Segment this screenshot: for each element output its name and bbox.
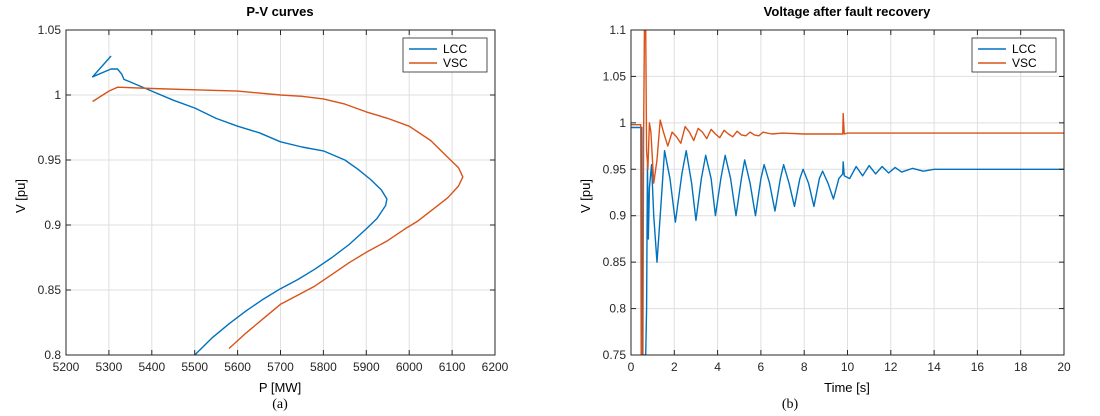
chart-b-xtick-label: 6 <box>758 360 765 374</box>
chart-b-ytick-label: 1.1 <box>609 23 626 37</box>
chart-voltage-after-fault: Voltage after fault recovery Time [s] V … <box>578 4 1071 412</box>
chart-a-ytick-label: 0.85 <box>38 283 62 297</box>
chart-a-ytick-label: 0.8 <box>44 348 61 362</box>
chart-b-xtick-label: 20 <box>1057 360 1071 374</box>
chart-b-ylabel: V [pu] <box>578 179 593 213</box>
chart-b-title: Voltage after fault recovery <box>764 4 931 19</box>
chart-b-xtick-label: 18 <box>1014 360 1028 374</box>
chart-a-series-vsc-line <box>92 86 464 350</box>
chart-b-xlabel: Time [s] <box>824 380 870 395</box>
chart-a-title: P-V curves <box>246 4 313 19</box>
chart-a-xtick-label: 5400 <box>138 360 165 374</box>
chart-a-ytick-label: 1.05 <box>38 23 62 37</box>
chart-a-legend <box>402 37 488 73</box>
chart-b-legend-label-lcc: LCC <box>1012 42 1036 56</box>
chart-b-ytick-label: 0.9 <box>609 209 626 223</box>
chart-b-series-vsc-line <box>631 30 1064 355</box>
chart-b-xtick-label: 16 <box>971 360 985 374</box>
chart-b-legend <box>971 37 1057 73</box>
chart-a-xtick-label: 6200 <box>482 360 509 374</box>
chart-a-xtick-label: 5500 <box>181 360 208 374</box>
chart-b-ytick-label: 0.8 <box>609 302 626 316</box>
chart-b-legend-label-vsc: VSC <box>1012 56 1037 70</box>
chart-pv-curves: P-V curves P [MW] V [pu] (a) 5200 5300 540… <box>13 4 509 412</box>
chart-a-xtick-label: 5600 <box>224 360 251 374</box>
chart-a-xtick-label: 6000 <box>396 360 423 374</box>
chart-a-xtick-label: 5300 <box>96 360 123 374</box>
chart-a-xtick-label: 5700 <box>267 360 294 374</box>
chart-b-caption: (b) <box>782 397 799 412</box>
chart-a-ytick-label: 0.95 <box>38 153 62 167</box>
chart-a-ytick-label: 1 <box>54 88 61 102</box>
chart-a-xtick-label: 5900 <box>353 360 380 374</box>
chart-b-xtick-label: 10 <box>841 360 855 374</box>
chart-b-xtick-label: 8 <box>801 360 808 374</box>
chart-a-legend-label-lcc: LCC <box>443 42 467 56</box>
chart-b-ytick-label: 1.05 <box>603 69 627 83</box>
chart-b-xtick-label: 14 <box>927 360 941 374</box>
chart-a-legend-label-vsc: VSC <box>443 56 468 70</box>
chart-a-xtick-label: 6100 <box>439 360 466 374</box>
chart-b-ytick-label: 1 <box>619 116 626 130</box>
chart-b-xtick-label: 12 <box>884 360 898 374</box>
chart-a-xtick-label: 5200 <box>53 360 80 374</box>
chart-b-xtick-label: 4 <box>714 360 721 374</box>
chart-a-series-lcc-line <box>91 55 388 355</box>
chart-a-ytick-label: 0.9 <box>44 218 61 232</box>
chart-b-series-lcc-line <box>631 126 1064 355</box>
chart-a-caption: (a) <box>272 397 288 412</box>
chart-b-ytick-label: 0.95 <box>603 162 627 176</box>
chart-a-xlabel: P [MW] <box>259 380 301 395</box>
chart-a-ylabel: V [pu] <box>13 179 28 213</box>
chart-a-xtick-label: 5800 <box>310 360 337 374</box>
chart-b-ytick-label: 0.85 <box>603 255 627 269</box>
chart-b-xtick-label: 0 <box>628 360 635 374</box>
chart-b-xtick-label: 2 <box>671 360 678 374</box>
chart-b-ytick-label: 0.75 <box>603 348 627 362</box>
